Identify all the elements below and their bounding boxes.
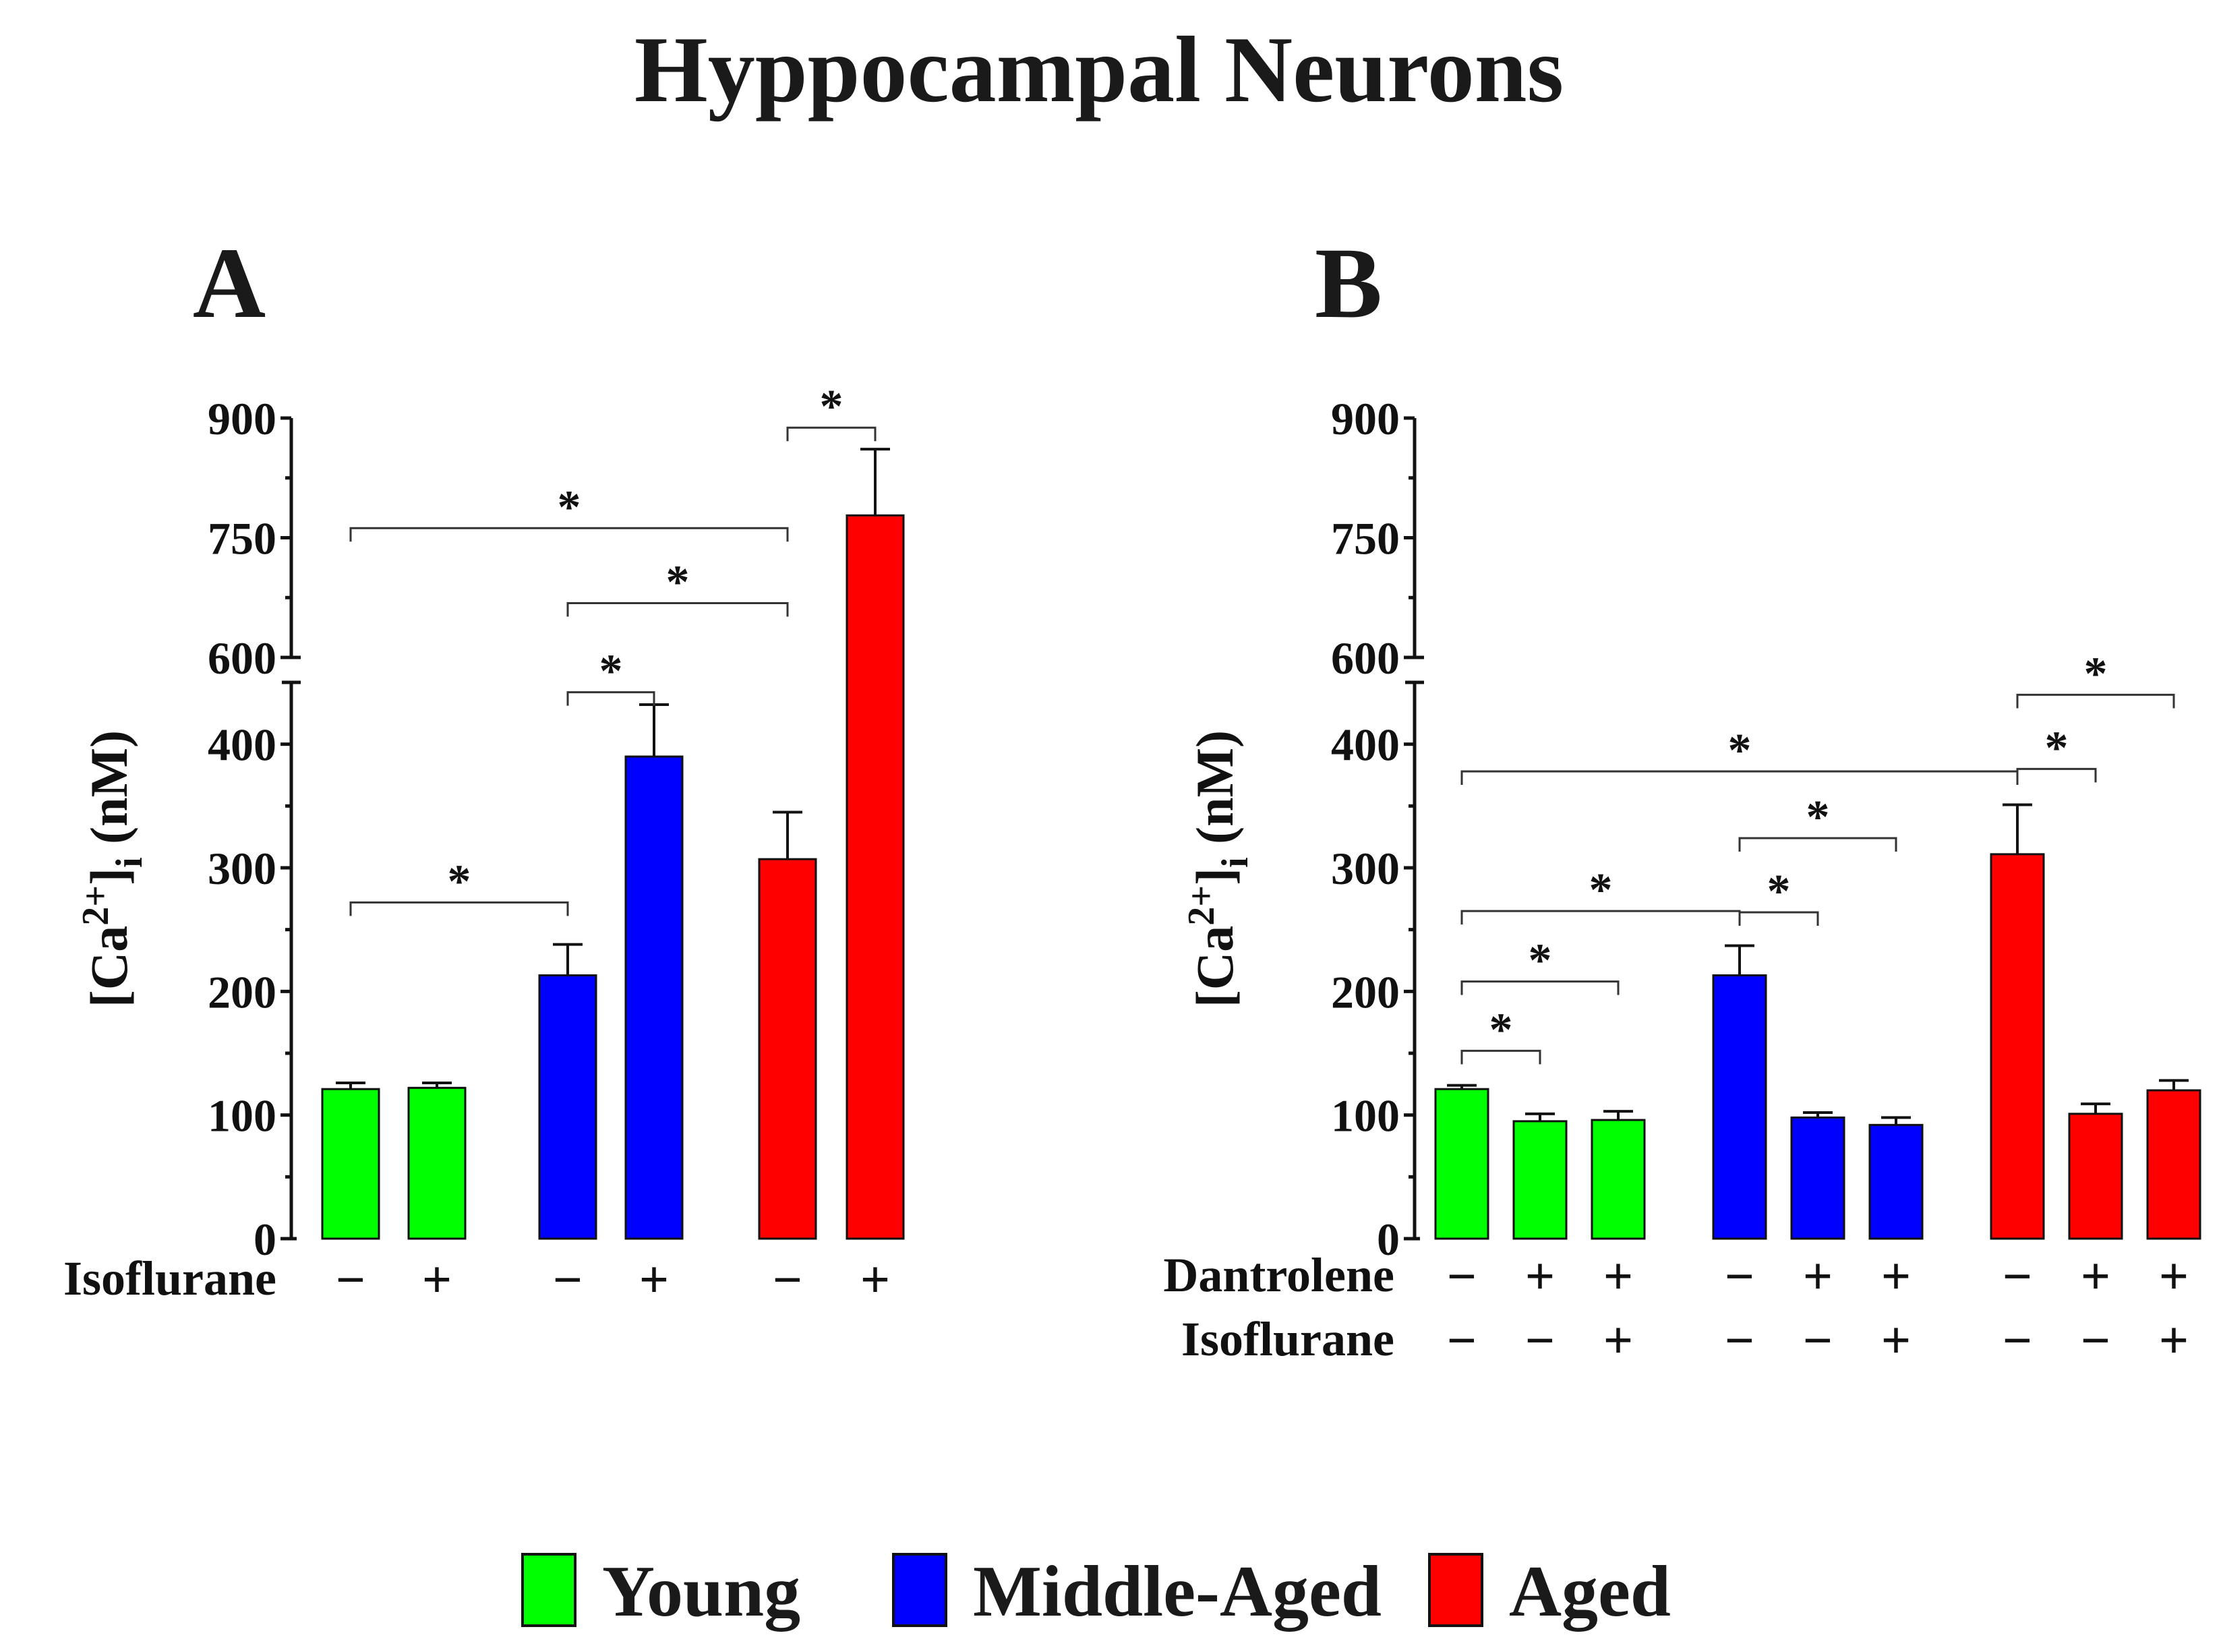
y-tick-label: 900 xyxy=(1331,393,1400,444)
treatment-sign: + xyxy=(860,1250,890,1309)
legend-label: Young xyxy=(602,1552,800,1632)
significance-bracket xyxy=(349,527,789,542)
significance-star: * xyxy=(2084,648,2108,700)
treatment-sign: + xyxy=(1803,1247,1833,1305)
significance-star: * xyxy=(1728,725,1752,777)
treatment-sign: − xyxy=(773,1250,802,1309)
significance-bracket xyxy=(1738,911,1819,926)
treatment-row-label: Isoflurane xyxy=(1181,1312,1394,1366)
y-tick-label: 600 xyxy=(1331,632,1400,684)
treatment-sign: − xyxy=(336,1250,365,1309)
significance-star: * xyxy=(599,646,623,698)
legend-swatch xyxy=(521,1553,576,1627)
treatment-sign: − xyxy=(2081,1311,2110,1369)
significance-star: * xyxy=(558,481,581,533)
bar xyxy=(758,858,817,1240)
treatment-sign: − xyxy=(1447,1247,1477,1305)
bar xyxy=(407,1086,467,1240)
bar xyxy=(624,755,684,1240)
y-tick-label: 100 xyxy=(208,1090,276,1142)
significance-bracket xyxy=(1738,837,1897,852)
y-tick-label: 0 xyxy=(254,1214,276,1265)
significance-bracket xyxy=(349,901,569,916)
significance-bracket xyxy=(1460,1049,1541,1065)
y-tick-label: 100 xyxy=(1331,1090,1400,1142)
significance-star: * xyxy=(1806,792,1830,844)
y-tick-label: 900 xyxy=(208,393,276,444)
treatment-sign: + xyxy=(1881,1311,1911,1369)
bar xyxy=(1591,1119,1646,1240)
treatment-sign: + xyxy=(2159,1247,2189,1305)
significance-star: * xyxy=(1529,935,1552,987)
treatment-sign: + xyxy=(2159,1311,2189,1369)
y-axis-label: [Ca2+]i (nM) xyxy=(75,730,150,1007)
treatment-sign: + xyxy=(1603,1311,1633,1369)
bar xyxy=(1990,853,2045,1240)
figure-title: Hyppocampal Neurons xyxy=(634,18,1564,122)
bar xyxy=(321,1088,380,1240)
treatment-sign: + xyxy=(422,1250,452,1309)
significance-star: * xyxy=(820,381,843,433)
legend: Young Middle-Aged Aged xyxy=(521,1552,1671,1632)
significance-star: * xyxy=(448,856,471,908)
treatment-sign: + xyxy=(1881,1247,1911,1305)
treatment-sign: − xyxy=(1803,1311,1833,1369)
panel-a-chart: A [Ca2+]i (nM) 0 100 200 300 400 600 750 900 * * * * *… xyxy=(63,227,905,1309)
significance-bracket xyxy=(2016,693,2175,709)
treatment-sign: − xyxy=(1725,1247,1754,1305)
significance-bracket xyxy=(2016,767,2097,783)
panel-letter: A xyxy=(193,227,266,339)
y-tick-label: 400 xyxy=(208,719,276,771)
significance-star: * xyxy=(2045,722,2069,774)
y-tick-label: 750 xyxy=(208,513,276,564)
significance-star: * xyxy=(1489,1004,1513,1056)
significance-star: * xyxy=(1767,866,1791,918)
treatment-row-label: Dantrolene xyxy=(1163,1248,1394,1302)
legend-swatch xyxy=(1428,1553,1483,1627)
y-tick-label: 200 xyxy=(1331,966,1400,1017)
legend-label: Aged xyxy=(1509,1552,1671,1632)
legend-label: Middle-Aged xyxy=(973,1552,1382,1632)
treatment-sign: + xyxy=(639,1250,669,1309)
bar xyxy=(1790,1116,1845,1240)
y-tick-label: 750 xyxy=(1331,513,1400,564)
bar xyxy=(2146,1089,2201,1240)
treatment-sign: − xyxy=(2003,1311,2032,1369)
legend-swatch xyxy=(892,1553,947,1627)
y-tick-label: 0 xyxy=(1377,1214,1400,1265)
treatment-sign: − xyxy=(2003,1247,2032,1305)
significance-bracket xyxy=(786,426,877,442)
treatment-sign: − xyxy=(1525,1311,1555,1369)
significance-bracket xyxy=(566,691,655,706)
panel-b-chart: B [Ca2+]i (nM) 0 100 200 300 400 600 750 900 * * * * *… xyxy=(1163,227,2201,1369)
treatment-sign: + xyxy=(2081,1247,2110,1305)
panel-letter: B xyxy=(1315,227,1382,339)
bar xyxy=(1512,1120,1568,1240)
y-tick-label: 300 xyxy=(1331,843,1400,894)
significance-bracket xyxy=(1460,980,1620,995)
y-tick-label: 400 xyxy=(1331,719,1400,771)
bar xyxy=(846,514,905,1240)
y-axis-label: [Ca2+]i (nM) xyxy=(1181,730,1256,1007)
treatment-sign: + xyxy=(1603,1247,1633,1305)
y-tick-label: 200 xyxy=(208,966,276,1017)
treatment-sign: − xyxy=(553,1250,583,1309)
significance-star: * xyxy=(666,557,690,609)
bar xyxy=(1868,1123,1924,1240)
y-tick-label: 300 xyxy=(208,843,276,894)
treatment-sign: + xyxy=(1525,1247,1555,1305)
bar xyxy=(538,974,597,1240)
treatment-row-label: Isoflurane xyxy=(63,1251,276,1305)
bar xyxy=(1712,974,1767,1240)
bar xyxy=(2068,1113,2123,1240)
treatment-sign: − xyxy=(1725,1311,1754,1369)
y-tick-label: 600 xyxy=(208,632,276,684)
significance-star: * xyxy=(1589,864,1613,916)
bar xyxy=(1434,1088,1489,1240)
significance-bracket xyxy=(566,602,789,617)
treatment-sign: − xyxy=(1447,1311,1477,1369)
